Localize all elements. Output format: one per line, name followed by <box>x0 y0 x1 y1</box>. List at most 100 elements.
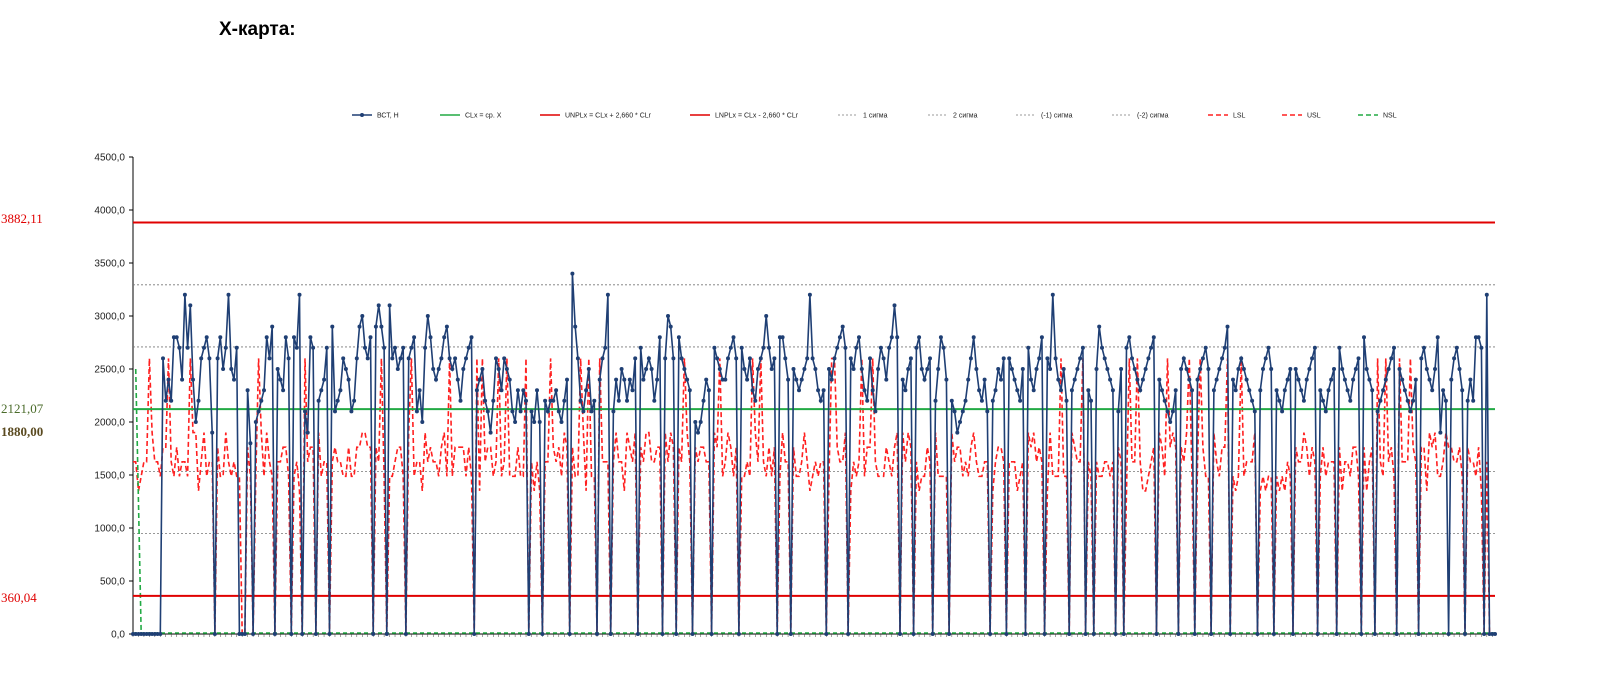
data-point <box>638 345 643 350</box>
data-point <box>1370 388 1375 393</box>
data-point <box>207 356 212 361</box>
data-point <box>1340 367 1345 371</box>
data-point <box>922 377 927 382</box>
data-point <box>865 398 870 403</box>
data-point <box>545 409 550 414</box>
data-point <box>597 377 602 382</box>
data-point <box>968 356 973 361</box>
data-point <box>1351 377 1356 382</box>
data-point <box>1034 367 1039 371</box>
data-point <box>1250 398 1255 403</box>
data-point <box>365 356 370 361</box>
data-point <box>616 398 621 403</box>
data-point <box>461 367 466 371</box>
data-point <box>215 356 220 361</box>
data-point <box>414 409 419 414</box>
data-point <box>1037 356 1042 361</box>
legend-label: 2 сигма <box>953 113 978 120</box>
data-point <box>960 409 965 414</box>
data-point <box>1310 356 1315 361</box>
data-point <box>259 398 264 403</box>
data-point <box>1282 388 1287 393</box>
data-point <box>1394 632 1399 636</box>
data-point <box>450 367 455 371</box>
data-point <box>1299 388 1304 393</box>
data-point <box>1146 356 1151 361</box>
data-point <box>368 335 373 340</box>
data-point <box>1386 367 1391 371</box>
data-point <box>614 377 619 382</box>
data-point <box>335 398 340 403</box>
data-point <box>832 356 837 361</box>
data-point <box>1007 356 1012 361</box>
data-point <box>742 367 747 371</box>
data-point <box>625 398 629 403</box>
data-point <box>1108 377 1113 382</box>
data-point <box>586 367 591 371</box>
data-point <box>791 367 796 371</box>
data-point <box>226 292 231 297</box>
data-point <box>1493 632 1497 636</box>
data-point <box>174 335 179 340</box>
main-series-line <box>133 273 1495 635</box>
data-point <box>251 632 256 636</box>
data-point <box>398 356 403 361</box>
data-point <box>1045 356 1050 361</box>
data-point <box>854 345 859 350</box>
data-point <box>813 367 818 371</box>
data-point <box>466 345 471 350</box>
data-point <box>1231 377 1235 382</box>
data-point <box>1269 367 1274 371</box>
data-point <box>1255 632 1260 636</box>
data-point <box>1031 388 1036 393</box>
ucl-value-label: 3882,11 <box>1 211 43 226</box>
data-point <box>1061 367 1066 371</box>
data-point <box>873 409 878 414</box>
data-point <box>229 367 234 371</box>
data-point <box>327 632 332 636</box>
data-point <box>758 356 763 361</box>
lsl-usl-series <box>133 357 1495 635</box>
data-point <box>917 335 922 340</box>
data-point <box>204 335 209 340</box>
data-point <box>196 398 201 403</box>
data-point <box>218 335 223 340</box>
data-point <box>161 356 165 361</box>
data-point <box>1151 335 1156 340</box>
data-point <box>1184 367 1189 371</box>
data-point <box>559 420 564 424</box>
data-point <box>657 335 662 340</box>
data-point <box>788 632 793 636</box>
data-point <box>1288 367 1293 371</box>
data-point <box>223 345 228 350</box>
data-point <box>1080 345 1085 350</box>
data-point <box>1233 388 1238 393</box>
data-point <box>1012 377 1017 382</box>
data-point <box>821 388 826 393</box>
data-point <box>769 367 774 371</box>
data-point <box>556 409 561 414</box>
data-point <box>529 409 534 414</box>
data-point <box>1293 367 1298 371</box>
data-point <box>1332 367 1336 371</box>
data-point <box>199 356 204 361</box>
lcl-value-label: 360,04 <box>1 590 37 605</box>
data-point <box>884 377 889 382</box>
data-point <box>567 632 572 636</box>
data-point <box>818 398 823 403</box>
data-point <box>988 632 993 636</box>
data-point <box>382 345 387 350</box>
data-point <box>685 377 690 382</box>
data-point <box>633 356 638 361</box>
data-point <box>578 398 583 403</box>
data-point <box>1222 345 1227 350</box>
data-point <box>1378 398 1383 403</box>
data-point <box>1263 356 1268 361</box>
data-point <box>1127 335 1132 340</box>
data-point <box>185 345 190 350</box>
data-point <box>857 335 861 340</box>
data-point <box>949 398 954 403</box>
data-point <box>1220 356 1225 361</box>
data-point <box>1397 367 1402 371</box>
data-point <box>1261 367 1265 371</box>
